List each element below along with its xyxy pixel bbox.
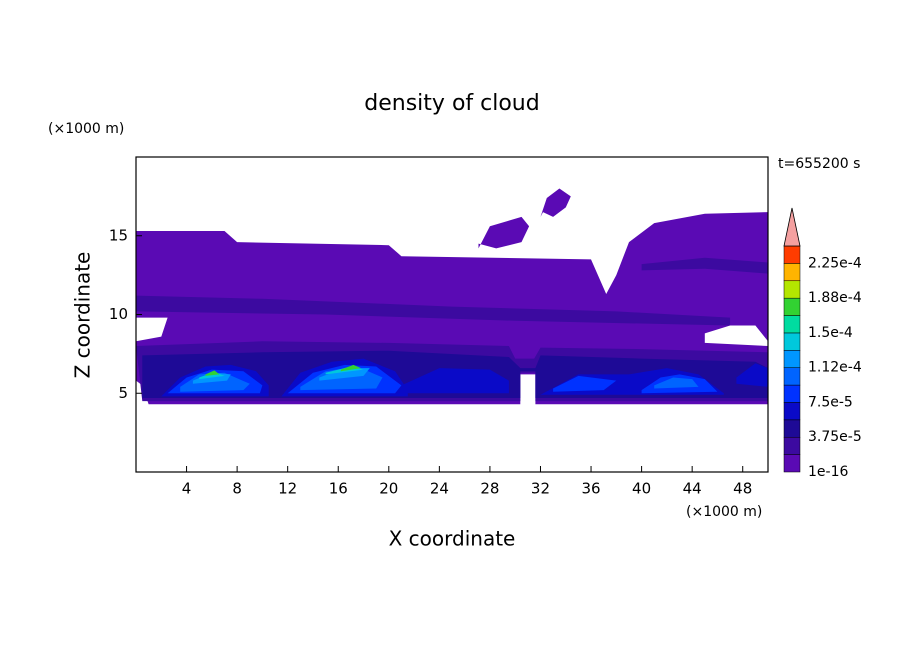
contour-region	[540, 188, 571, 217]
x-tick-label: 8	[232, 480, 242, 498]
x-tick-label: 24	[430, 480, 449, 498]
contour-region	[401, 368, 509, 394]
x-tick-label: 16	[329, 480, 348, 498]
x-tick-label: 28	[480, 480, 499, 498]
colorbar-bin	[783, 402, 801, 421]
contour-region	[553, 375, 617, 392]
y-tick-label: 15	[109, 226, 128, 244]
y-unit: (×1000 m)	[48, 121, 124, 137]
contour-region	[136, 295, 731, 326]
x-tick-label: 4	[182, 480, 192, 498]
colorbar-bin	[783, 350, 801, 368]
y-tick-label: 10	[109, 305, 128, 323]
contour-region	[641, 257, 768, 274]
x-tick-label: 40	[632, 480, 651, 498]
x-unit: (×1000 m)	[686, 504, 762, 520]
colorbar-bin	[783, 263, 801, 282]
x-tick-label: 44	[683, 480, 702, 498]
colorbar-bin	[783, 436, 801, 455]
x-tick-label: 20	[379, 480, 398, 498]
y-tick-label: 5	[118, 384, 128, 402]
contour-region	[654, 377, 699, 389]
chart-title: density of cloud	[364, 91, 539, 116]
contour-region	[180, 372, 250, 392]
contour-region	[205, 370, 220, 376]
colorbar-label: 1.12e-4	[808, 360, 862, 376]
colorbar-bin	[783, 367, 801, 386]
colorbar-label: 1.88e-4	[808, 290, 862, 306]
colorbar-label: 7.5e-5	[808, 394, 853, 410]
contour-field	[136, 188, 768, 405]
colorbar-label: 2.25e-4	[808, 255, 862, 271]
x-tick-label: 36	[581, 480, 600, 498]
colorbar-extend	[783, 207, 801, 247]
colorbar-bin	[783, 454, 801, 473]
colorbar-bin	[783, 280, 801, 299]
contour-region	[340, 364, 361, 372]
contour-region	[478, 216, 530, 249]
time-label: t=655200 s	[778, 156, 860, 172]
y-axis-label: Z coordinate	[71, 252, 95, 379]
colorbar-bin	[783, 297, 801, 316]
colorbar-bin	[783, 315, 801, 334]
x-tick-label: 48	[733, 480, 752, 498]
x-tick-label: 32	[531, 480, 550, 498]
x-tick-label: 12	[278, 480, 297, 498]
colorbar-label: 1e-16	[808, 464, 848, 480]
x-axis-label: X coordinate	[389, 527, 516, 551]
contour-region	[319, 368, 370, 381]
colorbar-label: 3.75e-5	[808, 429, 862, 445]
colorbar-bin	[783, 419, 801, 438]
colorbar-bin	[783, 245, 801, 264]
colorbar-label: 1.5e-4	[808, 325, 853, 341]
colorbar-bin	[783, 332, 801, 351]
colorbar-bin	[783, 384, 801, 403]
contour-region	[736, 363, 768, 387]
